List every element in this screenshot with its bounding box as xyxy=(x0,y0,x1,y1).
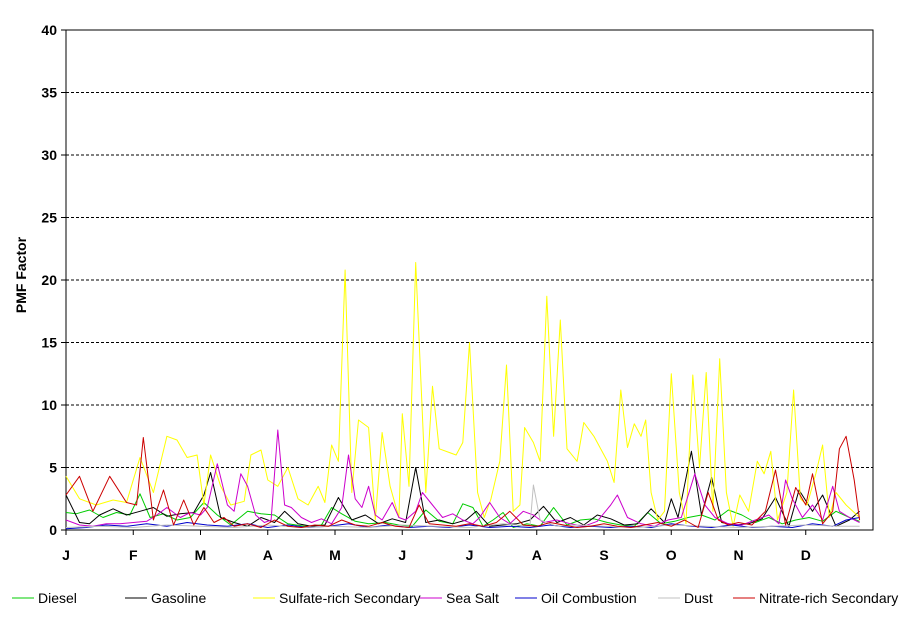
legend-label: Diesel xyxy=(38,590,77,606)
y-tick-label: 10 xyxy=(41,397,57,413)
y-tick-label: 20 xyxy=(41,272,57,288)
x-tick-label: M xyxy=(329,547,341,563)
series-line-dust xyxy=(65,484,860,528)
y-axis-label: PMF Factor xyxy=(13,236,29,313)
legend-label: Sea Salt xyxy=(446,590,499,606)
series-line-diesel xyxy=(65,493,860,528)
series-line-gasoline xyxy=(65,450,860,527)
grid-layer xyxy=(66,92,873,468)
x-tick-label: J xyxy=(62,547,70,563)
legend: Diesel Gasoline Sulfate-rich Secondary Sea … xyxy=(12,590,898,606)
x-tick-label: M xyxy=(195,547,207,563)
x-tick-label: F xyxy=(129,547,138,563)
x-tick-label: D xyxy=(801,547,811,563)
y-tick-label: 40 xyxy=(41,22,57,38)
axis-layer: 0 5 10 15 20 25 30 35 40 J F M A M J J A S O N D xyxy=(41,22,810,563)
x-tick-label: N xyxy=(733,547,743,563)
x-tick-label: A xyxy=(263,547,273,563)
x-tick-label: J xyxy=(466,547,474,563)
y-tick-label: 0 xyxy=(49,522,57,538)
y-tick-label: 35 xyxy=(41,85,57,101)
series-line-sea-salt xyxy=(65,429,860,527)
series-line-sulfate-rich-secondary xyxy=(65,262,860,527)
x-tick-label: O xyxy=(666,547,677,563)
legend-label: Dust xyxy=(684,590,713,606)
x-tick-label: J xyxy=(398,547,406,563)
series-line-oil-combustion xyxy=(65,517,860,530)
series-line-nitrate-rich-secondary xyxy=(65,435,861,528)
legend-label: Nitrate-rich Secondary xyxy=(759,590,898,606)
y-tick-label: 30 xyxy=(41,147,57,163)
x-tick-label: A xyxy=(532,547,542,563)
x-tick-label: S xyxy=(599,547,608,563)
y-tick-label: 15 xyxy=(41,335,57,351)
series-layer xyxy=(65,262,861,530)
legend-label: Sulfate-rich Secondary xyxy=(279,590,421,606)
y-tick-label: 25 xyxy=(41,210,57,226)
y-tick-label: 5 xyxy=(49,460,57,476)
legend-label: Gasoline xyxy=(151,590,206,606)
legend-label: Oil Combustion xyxy=(541,590,637,606)
